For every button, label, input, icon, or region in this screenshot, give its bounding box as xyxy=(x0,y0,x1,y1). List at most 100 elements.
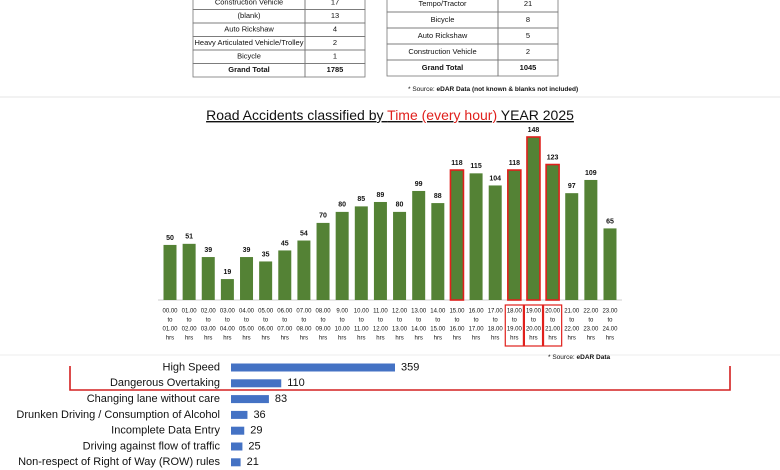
x-tick-label: to xyxy=(493,318,499,324)
value-label: 88 xyxy=(434,193,442,200)
x-tick-label: 02.00 xyxy=(201,309,217,315)
x-tick-label: 06.00 xyxy=(277,309,293,315)
x-tick-label: 14.00 xyxy=(411,327,427,333)
x-tick-label: 01.00 xyxy=(162,327,178,333)
value-label: 35 xyxy=(262,251,270,258)
table-label: Construction Vehicle xyxy=(408,47,476,56)
table-label: Heavy Articulated Vehicle/Trolley xyxy=(195,38,304,47)
x-tick-label: hrs xyxy=(357,336,365,342)
chart-title-part: YEAR 2025 xyxy=(497,107,574,123)
x-tick-label: 13.00 xyxy=(411,309,427,315)
value-label: 97 xyxy=(568,183,576,190)
value-label: 118 xyxy=(509,160,520,167)
x-tick-label: to xyxy=(454,318,460,324)
bar xyxy=(278,250,292,300)
x-tick-label: hrs xyxy=(261,336,269,342)
source-note-part: * Source: xyxy=(408,86,437,93)
x-tick-label: to xyxy=(244,318,250,324)
x-tick-label: 04.00 xyxy=(239,309,255,315)
bar xyxy=(393,211,407,300)
x-tick-label: hrs xyxy=(376,336,384,342)
bar xyxy=(316,222,330,300)
table-cell xyxy=(304,63,366,78)
source-note-part: eDAR Data xyxy=(577,354,611,361)
x-tick-label: hrs xyxy=(510,336,518,342)
value-label: 359 xyxy=(401,361,419,373)
bar xyxy=(182,243,196,300)
value-label: 29 xyxy=(250,425,262,437)
x-tick-label: 02.00 xyxy=(182,327,198,333)
x-tick-label: 11.00 xyxy=(373,309,388,315)
bar xyxy=(231,379,282,388)
x-tick-label: 21.00 xyxy=(545,327,561,333)
table-value: 8 xyxy=(526,15,530,24)
label-box xyxy=(504,304,525,347)
value-label: 65 xyxy=(606,218,614,225)
category-label: Driving against flow of traffic xyxy=(83,440,221,452)
bar xyxy=(240,257,254,300)
x-tick-label: to xyxy=(512,318,518,324)
x-tick-label: 06.00 xyxy=(258,327,274,333)
x-tick-label: hrs xyxy=(453,336,461,342)
x-tick-label: 07.00 xyxy=(277,327,293,333)
table-label: Bicycle xyxy=(237,52,261,61)
value-label: 104 xyxy=(489,175,501,182)
value-label: 39 xyxy=(243,247,251,254)
x-tick-label: to xyxy=(340,318,346,324)
label-box xyxy=(523,304,544,347)
table-cell xyxy=(497,59,559,77)
bar xyxy=(449,169,465,301)
x-tick-label: 15.00 xyxy=(430,327,446,333)
x-tick-label: to xyxy=(282,318,288,324)
category-label: Non-respect of Right of Way (ROW) rules xyxy=(18,456,220,468)
x-tick-label: 16.00 xyxy=(469,309,485,315)
x-tick-label: 13.00 xyxy=(392,327,408,333)
bar xyxy=(297,240,311,300)
x-tick-label: hrs xyxy=(529,336,537,342)
bar xyxy=(469,173,483,300)
x-tick-label: 20.00 xyxy=(526,327,542,333)
value-label: 123 xyxy=(547,154,559,161)
x-tick-label: to xyxy=(206,318,212,324)
x-tick-label: hrs xyxy=(204,336,212,342)
x-tick-label: hrs xyxy=(415,336,423,342)
value-label: 118 xyxy=(451,160,462,167)
bar xyxy=(163,244,177,300)
table-label: (blank) xyxy=(238,11,261,20)
x-tick-label: 24.00 xyxy=(602,327,618,333)
table-label: Grand Total xyxy=(422,63,464,72)
bar xyxy=(231,395,269,404)
x-tick-label: 05.00 xyxy=(258,309,274,315)
x-tick-label: 21.00 xyxy=(564,309,580,315)
bar xyxy=(545,163,560,301)
value-label: 110 xyxy=(287,377,305,389)
bar xyxy=(412,190,426,300)
x-tick-label: 04.00 xyxy=(220,327,236,333)
category-label: Changing lane without care xyxy=(87,393,220,405)
bar xyxy=(526,136,541,301)
bar xyxy=(231,442,243,451)
x-tick-label: to xyxy=(167,318,173,324)
bar xyxy=(231,426,245,435)
x-tick-label: 20.00 xyxy=(545,309,561,315)
x-tick-label: 16.00 xyxy=(449,327,465,333)
value-label: 85 xyxy=(357,196,365,203)
x-tick-label: hrs xyxy=(395,336,403,342)
bar xyxy=(488,185,502,300)
x-tick-label: 17.00 xyxy=(488,309,504,315)
value-label: 51 xyxy=(185,234,193,241)
x-tick-label: hrs xyxy=(587,336,595,342)
x-tick-label: hrs xyxy=(548,336,556,342)
x-tick-label: 19.00 xyxy=(507,327,523,333)
x-tick-label: 22.00 xyxy=(583,309,599,315)
bar xyxy=(354,206,368,300)
source-note: * Source: eDAR Data xyxy=(548,354,611,361)
bar xyxy=(335,211,349,300)
value-label: 99 xyxy=(415,181,423,188)
x-tick-label: 19.00 xyxy=(526,309,542,315)
table-label: Tempo/Tractor xyxy=(418,0,467,8)
table-value: 1 xyxy=(333,52,337,61)
x-tick-label: 23.00 xyxy=(602,309,618,315)
x-tick-label: to xyxy=(263,318,269,324)
bar xyxy=(603,228,617,300)
